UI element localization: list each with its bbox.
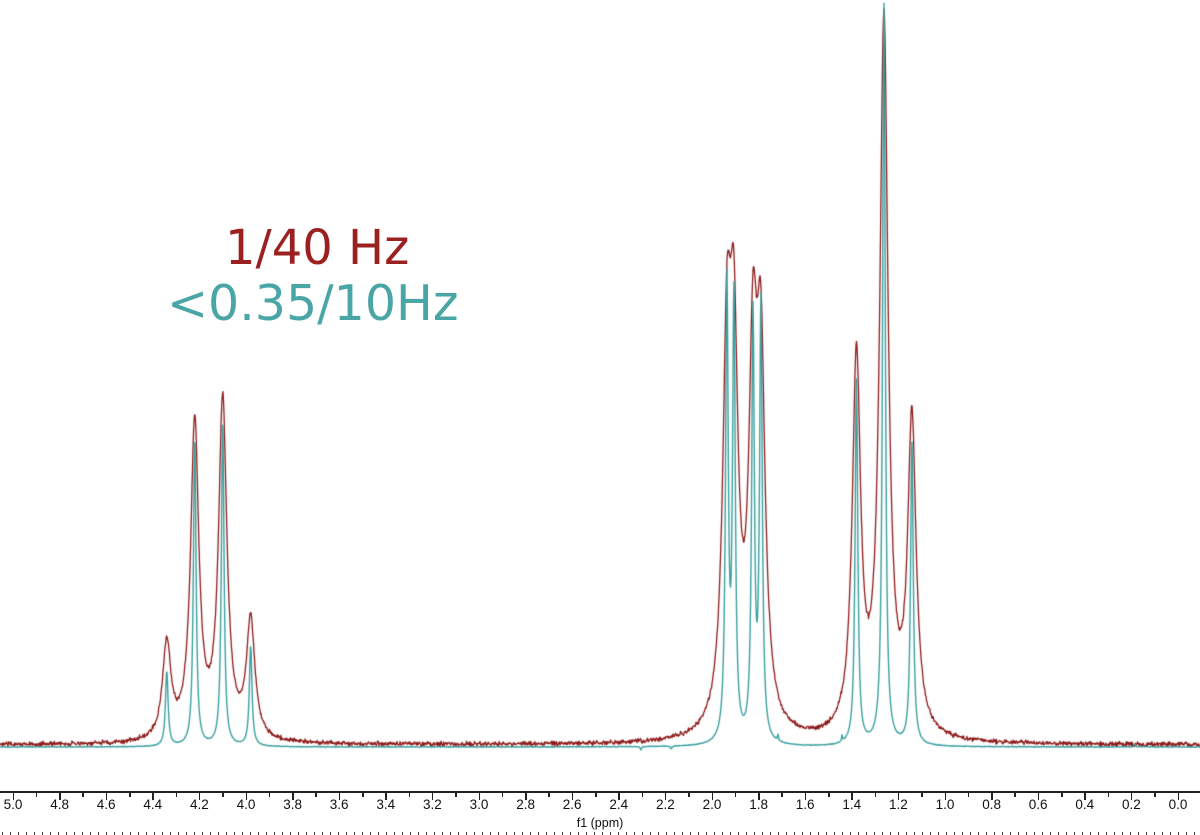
- x-axis-major-tick: [12, 792, 14, 800]
- x-axis-major-tick: [1084, 792, 1086, 800]
- x-axis-minor-tick: [268, 792, 271, 797]
- x-axis-tick-label: 0.8: [982, 797, 1001, 812]
- x-axis-tick-label: 1.0: [935, 797, 955, 812]
- x-axis-tick-label: 1.4: [842, 797, 862, 812]
- x-axis-minor-tick: [1107, 792, 1110, 797]
- x-axis-major-tick: [525, 792, 527, 800]
- x-axis-major-tick: [245, 792, 247, 800]
- x-axis-major-tick: [618, 792, 620, 800]
- x-axis-minor-tick: [874, 792, 877, 797]
- x-axis-tick-label: 5.0: [3, 797, 23, 812]
- x-axis-minor-tick: [1061, 792, 1063, 797]
- x-axis-major-tick: [152, 792, 154, 800]
- x-axis-tick-label: 4.8: [50, 797, 69, 812]
- x-axis-minor-tick: [315, 792, 317, 797]
- x-axis-minor-tick: [501, 792, 504, 797]
- x-axis-minor-tick: [1014, 792, 1016, 797]
- x-axis-major-tick: [105, 792, 108, 800]
- x-axis-tick-label: 1.6: [795, 797, 815, 812]
- x-axis-minor-tick: [1154, 792, 1156, 797]
- x-axis-tick-label: 2.4: [609, 797, 629, 812]
- x-axis-tick-label: 1.2: [889, 797, 908, 812]
- x-axis-minor-tick: [129, 792, 131, 797]
- x-axis-minor-tick: [921, 792, 923, 797]
- x-axis-major-tick: [1177, 792, 1179, 800]
- x-axis-tick-label: 2.6: [562, 797, 582, 812]
- x-axis-minor-tick: [734, 792, 737, 797]
- x-axis-tick-label: 4.0: [236, 797, 256, 812]
- x-axis-tick-label: 1.8: [749, 797, 768, 812]
- x-axis-tick-label: 2.0: [702, 797, 722, 812]
- x-axis-major-tick: [1130, 792, 1133, 800]
- x-axis-major-tick: [944, 792, 946, 800]
- x-axis-tick-label: 4.2: [190, 797, 209, 812]
- x-axis-minor-tick: [967, 792, 970, 797]
- x-axis-minor-tick: [828, 792, 830, 797]
- x-axis-major-tick: [758, 792, 760, 800]
- x-axis-major-tick: [198, 792, 201, 800]
- x-axis-major-tick: [385, 792, 387, 800]
- bottom-mini-ruler: [2, 832, 1200, 835]
- x-axis-tick-label: 2.2: [656, 797, 675, 812]
- x-axis-major-tick: [991, 792, 993, 800]
- x-axis-minor-tick: [781, 792, 783, 797]
- x-axis-minor-tick: [175, 792, 178, 797]
- x-axis-tick-label: 0.0: [1168, 797, 1188, 812]
- x-axis-major-tick: [292, 792, 294, 800]
- x-axis-major-tick: [59, 792, 61, 800]
- x-axis-tick-label: 3.6: [329, 797, 349, 812]
- x-axis-tick-label: 3.2: [423, 797, 442, 812]
- x-axis-line: [0, 791, 1200, 793]
- x-axis-minor-tick: [688, 792, 690, 797]
- x-axis-minor-tick: [595, 792, 597, 797]
- x-axis-title: f1 (ppm): [576, 816, 624, 830]
- x-axis-tick-label: 0.4: [1075, 797, 1095, 812]
- x-axis-tick-label: 3.4: [376, 797, 396, 812]
- annotation-broad-linewidth: 1/40 Hz: [225, 220, 410, 276]
- x-axis-minor-tick: [641, 792, 644, 797]
- x-axis-tick-label: 0.6: [1028, 797, 1048, 812]
- x-axis-tick-label: 0.2: [1122, 797, 1141, 812]
- x-axis-tick-label: 4.6: [96, 797, 116, 812]
- x-axis-major-tick: [851, 792, 853, 800]
- x-axis-major-tick: [478, 792, 480, 800]
- x-axis-minor-tick: [82, 792, 84, 797]
- x-axis-tick-label: 3.0: [469, 797, 489, 812]
- x-axis-major-tick: [804, 792, 807, 800]
- x-axis-major-tick: [711, 792, 713, 800]
- x-axis-minor-tick: [408, 792, 411, 797]
- x-axis-tick-label: 4.4: [143, 797, 163, 812]
- spectrum-traces-canvas: [0, 0, 1200, 792]
- x-axis-major-tick: [1037, 792, 1040, 800]
- x-axis-minor-tick: [222, 792, 224, 797]
- x-axis-major-tick: [338, 792, 341, 800]
- x-axis-minor-tick: [548, 792, 550, 797]
- annotation-narrow-linewidth: <0.35/10Hz: [167, 275, 459, 332]
- x-axis-major-tick: [571, 792, 574, 800]
- x-axis-major-tick: [664, 792, 667, 800]
- x-axis-tick-label: 3.8: [283, 797, 302, 812]
- x-axis-minor-tick: [362, 792, 364, 797]
- x-axis-minor-tick: [455, 792, 457, 797]
- x-axis-major-tick: [431, 792, 434, 800]
- x-axis-tick-label: 2.8: [516, 797, 535, 812]
- x-axis-major-tick: [897, 792, 900, 800]
- x-axis-minor-tick: [35, 792, 38, 797]
